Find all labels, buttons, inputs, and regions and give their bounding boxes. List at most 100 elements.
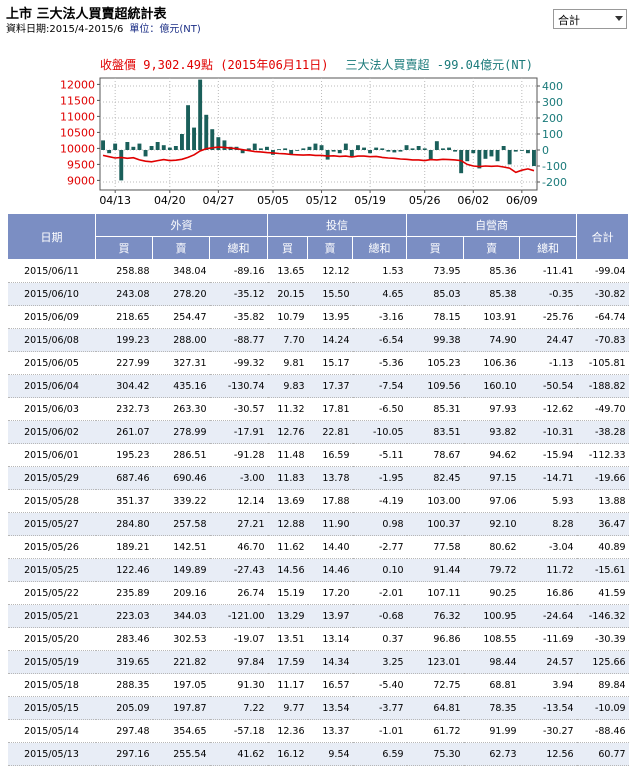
row-value-cell: -2.77 <box>352 535 407 559</box>
flow-bar <box>434 141 439 150</box>
flow-bar <box>331 150 336 152</box>
date-range-label: 資料日期:2015/4-2015/6 <box>6 24 124 35</box>
subheader-net: 總和 <box>352 236 408 260</box>
row-value-cell: 13.54 <box>307 696 353 720</box>
flow-bar <box>526 150 530 154</box>
flow-bar <box>143 150 148 157</box>
flow-bar <box>180 134 184 150</box>
flow-axis-ticks: -200 -100 0 100 200 300 400 <box>537 80 567 189</box>
x-tick-label: 06/02 <box>457 194 489 207</box>
row-value-cell: -99.04 <box>576 259 629 283</box>
flow-bars <box>101 79 536 181</box>
row-value-cell: 3.94 <box>519 673 577 697</box>
row-value-cell: 195.23 <box>95 443 153 467</box>
row-value-cell: 197.87 <box>152 696 210 720</box>
flow-bar <box>192 127 196 150</box>
row-value-cell: 123.01 <box>406 650 464 674</box>
row-value-cell: -0.35 <box>519 282 577 306</box>
flow-bar <box>356 145 360 150</box>
table-row: 2015/05/22 235.89 209.16 26.74 15.19 17.20 -2.… <box>7 581 629 605</box>
flow-bar <box>307 146 312 150</box>
flow-bar <box>319 145 324 150</box>
row-value-cell: -91.28 <box>209 443 268 467</box>
flow-bar <box>410 148 415 150</box>
subheader-buy: 買 <box>406 236 465 260</box>
row-value-cell: -5.36 <box>352 351 407 375</box>
row-value-cell: 78.35 <box>463 696 520 720</box>
row-value-cell: 327.31 <box>152 351 210 375</box>
row-value-cell: -17.91 <box>209 420 268 444</box>
row-value-cell: 218.65 <box>95 305 153 329</box>
flow-table-container: 日期 外資 投信 自營商 合計 買 賣 總和 買 賣 總和 買 賣 總和 201… <box>7 213 630 766</box>
row-value-cell: -38.28 <box>576 420 629 444</box>
x-tick-label: 05/26 <box>409 194 441 207</box>
row-value-cell: 189.21 <box>95 535 153 559</box>
row-value-cell: 41.59 <box>576 581 629 605</box>
row-value-cell: -105.81 <box>576 351 629 375</box>
row-value-cell: 0.10 <box>352 558 407 582</box>
flow-bar <box>265 146 269 150</box>
row-value-cell: 14.24 <box>307 328 353 352</box>
row-value-cell: 82.45 <box>406 466 464 490</box>
row-value-cell: 4.65 <box>352 282 407 306</box>
row-value-cell: 75.30 <box>406 742 464 766</box>
flow-bar <box>258 148 263 150</box>
row-value-cell: 80.62 <box>463 535 520 559</box>
row-value-cell: -12.62 <box>519 397 577 421</box>
row-date-cell: 2015/05/14 <box>7 719 96 743</box>
row-value-cell: -30.39 <box>576 627 629 651</box>
flow-bar <box>513 150 518 152</box>
row-value-cell: 14.40 <box>307 535 353 559</box>
row-value-cell: 108.55 <box>463 627 520 651</box>
table-body: 2015/06/11 258.88 348.04 -89.16 13.65 12.12 1.… <box>7 259 629 766</box>
row-value-cell: 27.21 <box>209 512 268 536</box>
row-value-cell: 12.14 <box>209 489 268 513</box>
row-value-cell: 10.79 <box>267 305 308 329</box>
table-row: 2015/06/03 232.73 263.30 -30.57 11.32 17.81 -6… <box>7 397 629 421</box>
investor-type-select[interactable]: 合計 <box>553 9 627 29</box>
row-value-cell: 24.57 <box>519 650 577 674</box>
row-value-cell: 13.95 <box>307 305 353 329</box>
row-value-cell: 9.83 <box>267 374 308 398</box>
row-value-cell: 13.97 <box>307 604 353 628</box>
row-value-cell: 197.05 <box>152 673 210 697</box>
flow-bar <box>501 146 506 150</box>
row-value-cell: 40.89 <box>576 535 629 559</box>
row-value-cell: -10.31 <box>519 420 577 444</box>
row-value-cell: 74.90 <box>463 328 520 352</box>
row-value-cell: 199.23 <box>95 328 153 352</box>
row-value-cell: -5.11 <box>352 443 407 467</box>
row-value-cell: 91.44 <box>406 558 464 582</box>
row-value-cell: 94.62 <box>463 443 520 467</box>
row-value-cell: 17.59 <box>267 650 308 674</box>
row-value-cell: 90.25 <box>463 581 520 605</box>
row-value-cell: 77.58 <box>406 535 464 559</box>
row-value-cell: -19.07 <box>209 627 268 651</box>
row-value-cell: 13.69 <box>267 489 308 513</box>
flow-bar <box>465 150 470 162</box>
table-row: 2015/05/15 205.09 197.87 7.22 9.77 13.54 -3.77… <box>7 696 629 720</box>
row-value-cell: 36.47 <box>576 512 629 536</box>
flow-bar <box>392 150 397 153</box>
row-value-cell: 100.37 <box>406 512 464 536</box>
flow-tick-label: 0 <box>542 144 549 157</box>
row-value-cell: 106.36 <box>463 351 520 375</box>
row-value-cell: 297.16 <box>95 742 153 766</box>
row-value-cell: -4.19 <box>352 489 407 513</box>
chart-left-title: 收盤價 9,302.49點 (2015年06月11日) <box>100 58 329 72</box>
flow-bar <box>101 140 105 150</box>
row-value-cell: 221.82 <box>152 650 210 674</box>
row-value-cell: 351.37 <box>95 489 153 513</box>
page-title: 上市 三大法人買賣超統計表 <box>6 7 167 22</box>
row-value-cell: -6.54 <box>352 328 407 352</box>
x-tick-label: 05/05 <box>257 194 289 207</box>
row-value-cell: 297.48 <box>95 719 153 743</box>
flow-bar <box>204 114 209 150</box>
subheader-net: 總和 <box>519 236 578 260</box>
row-value-cell: 89.84 <box>576 673 629 697</box>
row-value-cell: 107.11 <box>406 581 464 605</box>
row-value-cell: 0.37 <box>352 627 407 651</box>
row-value-cell: -30.57 <box>209 397 268 421</box>
row-value-cell: 13.37 <box>307 719 353 743</box>
header-foreign: 外資 <box>94 213 269 237</box>
